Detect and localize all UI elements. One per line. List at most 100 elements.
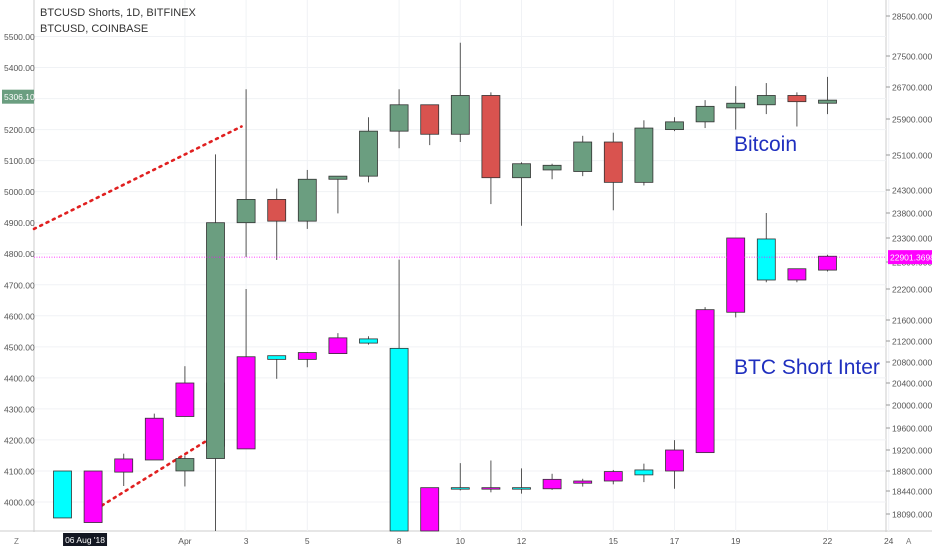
shorts-candle bbox=[481, 460, 501, 493]
x-axis-tick: 12 bbox=[517, 536, 527, 546]
shorts-candle bbox=[389, 259, 409, 532]
btc-candle bbox=[787, 92, 807, 127]
shorts-candle bbox=[83, 470, 103, 523]
auto-scale-corner-button[interactable]: A bbox=[906, 537, 912, 546]
shorts-candle bbox=[695, 307, 715, 454]
shorts-candle bbox=[175, 366, 195, 417]
shorts-candle bbox=[359, 336, 378, 345]
btc-candle bbox=[420, 104, 440, 146]
shorts-candle bbox=[236, 289, 256, 450]
shorts-candle bbox=[603, 469, 623, 485]
btc-candle bbox=[175, 455, 195, 487]
left-axis-tick: 5100.00 bbox=[4, 156, 35, 166]
shorts-candle bbox=[53, 470, 72, 519]
btc-candle bbox=[359, 117, 378, 183]
left-axis-tick: 4100.00 bbox=[4, 466, 35, 476]
shorts-candle bbox=[726, 237, 746, 318]
trend-line-btc bbox=[32, 125, 243, 231]
right-axis-tick: 24300.0000 bbox=[892, 186, 932, 196]
shorts-candle bbox=[297, 352, 317, 368]
btc-candle bbox=[634, 120, 654, 186]
btc-candle bbox=[603, 132, 623, 211]
right-axis-tick: 19200.0000 bbox=[892, 446, 932, 456]
shorts-candle bbox=[818, 254, 837, 272]
right-current-price-text: 22901.3698 bbox=[890, 253, 932, 263]
x-axis-tick: 5 bbox=[305, 536, 310, 546]
shorts-candle bbox=[512, 468, 531, 494]
right-axis-tick: 26700.0000 bbox=[892, 83, 932, 93]
btc-candle bbox=[695, 100, 715, 129]
x-axis-tick: 3 bbox=[244, 536, 249, 546]
btc-candle bbox=[389, 89, 409, 149]
shorts-candle bbox=[114, 453, 134, 486]
btc-candle bbox=[206, 154, 225, 531]
annotation-btc-short-interest: BTC Short Inter bbox=[734, 356, 880, 379]
shorts-candle bbox=[267, 355, 287, 379]
left-axis-tick: 4500.00 bbox=[4, 342, 35, 352]
shorts-candle bbox=[450, 463, 470, 491]
left-current-price-label: 5306.10 bbox=[2, 89, 35, 104]
shorts-candle bbox=[542, 473, 562, 490]
shorts-candle bbox=[756, 213, 776, 283]
left-axis-tick: 4900.00 bbox=[4, 218, 35, 228]
shorts-candle bbox=[420, 487, 440, 532]
annotation-bitcoin: Bitcoin bbox=[734, 133, 797, 156]
time-axis: 06 Aug '18Apr3581012151719222426 bbox=[63, 533, 894, 546]
chart-legend: BTCUSD Shorts, 1D, BITFINEX BTCUSD, COIN… bbox=[40, 5, 196, 37]
shorts-candle bbox=[328, 333, 348, 355]
btc-candle bbox=[450, 42, 470, 143]
x-axis-tick: 22 bbox=[823, 536, 833, 546]
left-axis-tick: 4600.00 bbox=[4, 311, 35, 321]
btc-candle bbox=[328, 175, 348, 214]
right-axis-tick: 18800.0000 bbox=[892, 467, 932, 477]
left-axis-tick: 4800.00 bbox=[4, 249, 35, 259]
right-axis-tick: 25900.0000 bbox=[892, 115, 932, 125]
right-axis-tick: 18090.0000 bbox=[892, 510, 932, 520]
left-axis-tick: 4000.00 bbox=[4, 497, 35, 507]
btc-candle bbox=[481, 92, 501, 205]
x-axis-tick: 06 Aug '18 bbox=[65, 535, 105, 545]
right-axis-tick: 20000.0000 bbox=[892, 401, 932, 411]
left-axis-tick: 5000.00 bbox=[4, 187, 35, 197]
btc-candle bbox=[726, 86, 746, 130]
left-axis-tick: 5200.00 bbox=[4, 125, 35, 135]
right-axis-tick: 20800.0000 bbox=[892, 358, 932, 368]
x-axis-tick: 17 bbox=[670, 536, 680, 546]
left-axis-tick: 4300.00 bbox=[4, 404, 35, 414]
legend-btc-series: BTCUSD, COINBASE bbox=[40, 23, 149, 35]
btc-candle bbox=[573, 135, 593, 177]
x-axis-tick: 15 bbox=[609, 536, 619, 546]
left-price-axis: 4000.00 4100.00 4200.00 4300.00 4400.00 4500.… bbox=[4, 32, 35, 507]
btc-candle bbox=[665, 117, 684, 132]
right-axis-tick: 27500.0000 bbox=[892, 52, 932, 62]
btc-series bbox=[175, 42, 837, 531]
btc-candle bbox=[236, 89, 256, 257]
right-axis-tick: 21600.0000 bbox=[892, 316, 932, 326]
right-axis-tick: 25100.0000 bbox=[892, 151, 932, 161]
btc-candle bbox=[542, 163, 562, 180]
legend-shorts-series: BTCUSD Shorts, 1D, BITFINEX bbox=[40, 7, 196, 19]
shorts-series bbox=[53, 213, 837, 532]
right-axis-tick: 28500.0000 bbox=[892, 12, 932, 22]
x-axis-tick: 10 bbox=[456, 536, 466, 546]
x-axis-tick: 24 bbox=[884, 536, 894, 546]
btc-candle bbox=[512, 162, 531, 226]
btc-candle bbox=[756, 83, 776, 115]
right-axis-tick: 21200.0000 bbox=[892, 337, 932, 347]
btc-candle bbox=[818, 76, 837, 115]
x-axis-tick: 19 bbox=[731, 536, 741, 546]
btc-candle bbox=[267, 188, 287, 260]
right-axis-tick: 19600.0000 bbox=[892, 424, 932, 434]
zoom-corner-button[interactable]: Z bbox=[14, 537, 19, 546]
shorts-candle bbox=[787, 268, 807, 283]
right-axis-tick: 23300.0000 bbox=[892, 234, 932, 244]
right-axis-tick: 22200.0000 bbox=[892, 285, 932, 295]
shorts-candle bbox=[665, 440, 684, 489]
left-axis-tick: 4200.00 bbox=[4, 435, 35, 445]
shorts-candle bbox=[634, 463, 654, 483]
right-price-axis: 28500.0000 27500.0000 26700.0000 25900.0000… bbox=[886, 12, 932, 520]
shorts-candle bbox=[144, 413, 164, 461]
left-axis-tick: 4700.00 bbox=[4, 280, 35, 290]
right-axis-tick: 23800.0000 bbox=[892, 209, 932, 219]
